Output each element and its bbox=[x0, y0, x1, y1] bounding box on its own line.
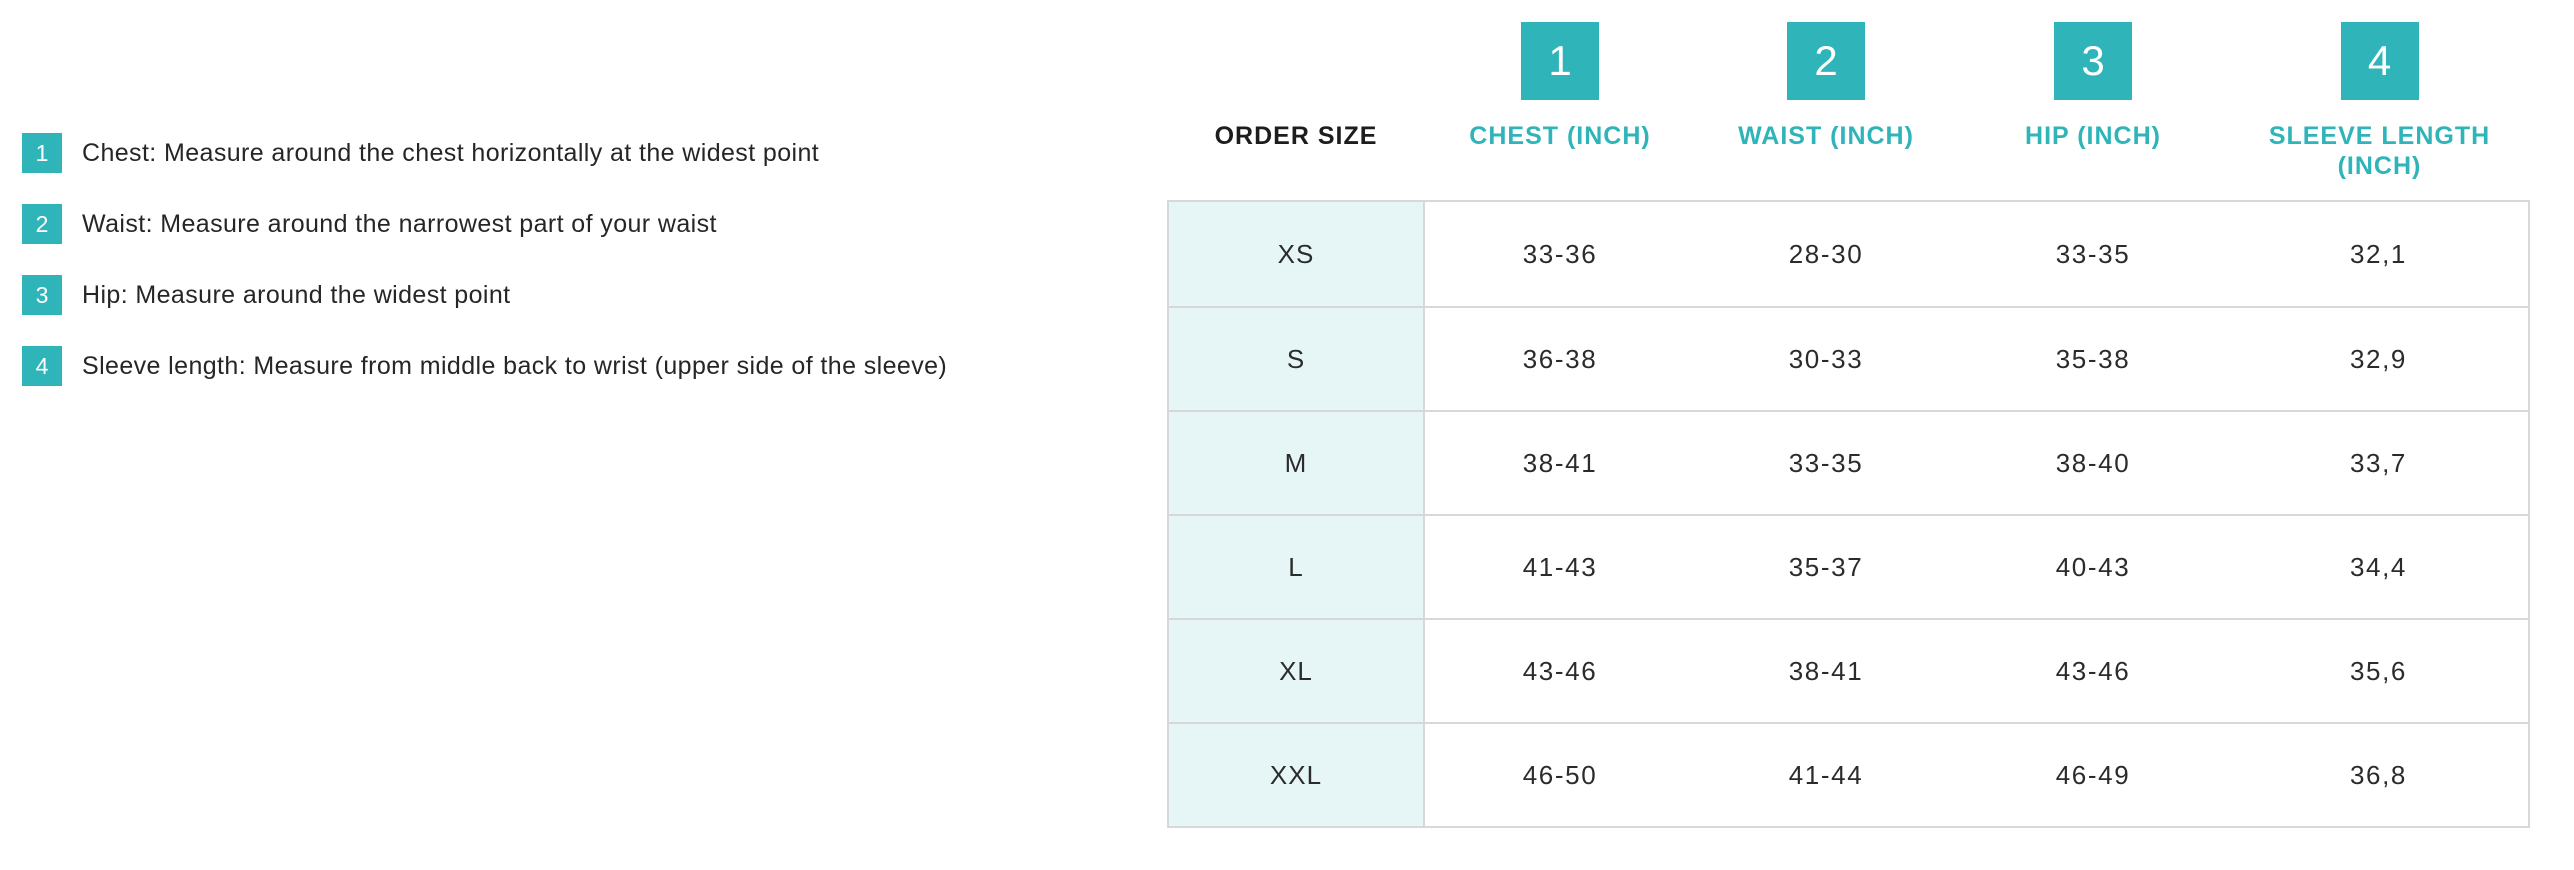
order-size-label: ORDER SIZE bbox=[1214, 122, 1378, 150]
waist-value-l: 35-37 bbox=[1695, 514, 1957, 618]
sleeve-column-label: SLEEVE LENGTH (INCH) bbox=[2268, 122, 2491, 180]
waist-value-xxl: 41-44 bbox=[1695, 722, 1957, 826]
hip-column-label: HIP (INCH) bbox=[2025, 122, 2161, 150]
hip-value-s: 35-38 bbox=[1957, 306, 2229, 410]
instruction-text-hip: Hip: Measure around the widest point bbox=[82, 281, 511, 309]
size-cell-xxl: XXL bbox=[1169, 722, 1425, 826]
sleeve-value-xs: 32,1 bbox=[2229, 202, 2528, 306]
column-header-chest: 1 CHEST (INCH) bbox=[1425, 22, 1695, 200]
waist-value-xs: 28-30 bbox=[1695, 202, 1957, 306]
chest-value-s: 36-38 bbox=[1425, 306, 1695, 410]
chest-value-xl: 43-46 bbox=[1425, 618, 1695, 722]
sleeve-number-badge: 4 bbox=[2340, 22, 2419, 100]
hip-value-m: 38-40 bbox=[1957, 410, 2229, 514]
chest-value-xs: 33-36 bbox=[1425, 202, 1695, 306]
waist-number-badge: 2 bbox=[1787, 22, 1865, 100]
column-header-order-size: ORDER SIZE bbox=[1167, 22, 1425, 200]
chest-number-badge: 1 bbox=[1521, 22, 1599, 100]
instruction-item-waist: 2 Waist: Measure around the narrowest pa… bbox=[22, 204, 1012, 244]
waist-value-m: 33-35 bbox=[1695, 410, 1957, 514]
column-header-sleeve: 4 SLEEVE LENGTH (INCH) bbox=[2229, 22, 2530, 200]
waist-value-s: 30-33 bbox=[1695, 306, 1957, 410]
size-chart-header: ORDER SIZE 1 CHEST (INCH) 2 WAIST (INCH)… bbox=[1167, 22, 2530, 200]
measurement-instructions: 1 Chest: Measure around the chest horizo… bbox=[22, 133, 1012, 417]
instruction-item-chest: 1 Chest: Measure around the chest horizo… bbox=[22, 133, 1012, 173]
chest-value-xxl: 46-50 bbox=[1425, 722, 1695, 826]
instruction-item-sleeve: 4 Sleeve length: Measure from middle bac… bbox=[22, 346, 1012, 386]
instruction-item-hip: 3 Hip: Measure around the widest point bbox=[22, 275, 1012, 315]
chest-value-l: 41-43 bbox=[1425, 514, 1695, 618]
waist-column-label: WAIST (INCH) bbox=[1738, 122, 1914, 150]
size-cell-m: M bbox=[1169, 410, 1425, 514]
column-header-hip: 3 HIP (INCH) bbox=[1957, 22, 2229, 200]
step-3-number-badge: 3 bbox=[22, 275, 62, 315]
chest-column-label: CHEST (INCH) bbox=[1469, 122, 1651, 150]
sleeve-value-xl: 35,6 bbox=[2229, 618, 2528, 722]
size-chart-table: XS 33-36 28-30 33-35 32,1 S 36-38 30-33 … bbox=[1167, 200, 2530, 828]
chest-value-m: 38-41 bbox=[1425, 410, 1695, 514]
instruction-text-sleeve: Sleeve length: Measure from middle back … bbox=[82, 352, 948, 380]
step-1-number-badge: 1 bbox=[22, 133, 62, 173]
size-cell-s: S bbox=[1169, 306, 1425, 410]
hip-value-xxl: 46-49 bbox=[1957, 722, 2229, 826]
instruction-text-waist: Waist: Measure around the narrowest part… bbox=[82, 210, 717, 238]
waist-value-xl: 38-41 bbox=[1695, 618, 1957, 722]
sleeve-value-l: 34,4 bbox=[2229, 514, 2528, 618]
sleeve-value-m: 33,7 bbox=[2229, 410, 2528, 514]
instruction-text-chest: Chest: Measure around the chest horizont… bbox=[82, 139, 820, 167]
hip-number-badge: 3 bbox=[2054, 22, 2132, 100]
hip-value-xl: 43-46 bbox=[1957, 618, 2229, 722]
size-cell-xs: XS bbox=[1169, 202, 1425, 306]
step-2-number-badge: 2 bbox=[22, 204, 62, 244]
sleeve-value-xxl: 36,8 bbox=[2229, 722, 2528, 826]
size-cell-l: L bbox=[1169, 514, 1425, 618]
step-4-number-badge: 4 bbox=[22, 346, 62, 386]
sleeve-value-s: 32,9 bbox=[2229, 306, 2528, 410]
hip-value-xs: 33-35 bbox=[1957, 202, 2229, 306]
hip-value-l: 40-43 bbox=[1957, 514, 2229, 618]
size-cell-xl: XL bbox=[1169, 618, 1425, 722]
column-header-waist: 2 WAIST (INCH) bbox=[1695, 22, 1957, 200]
